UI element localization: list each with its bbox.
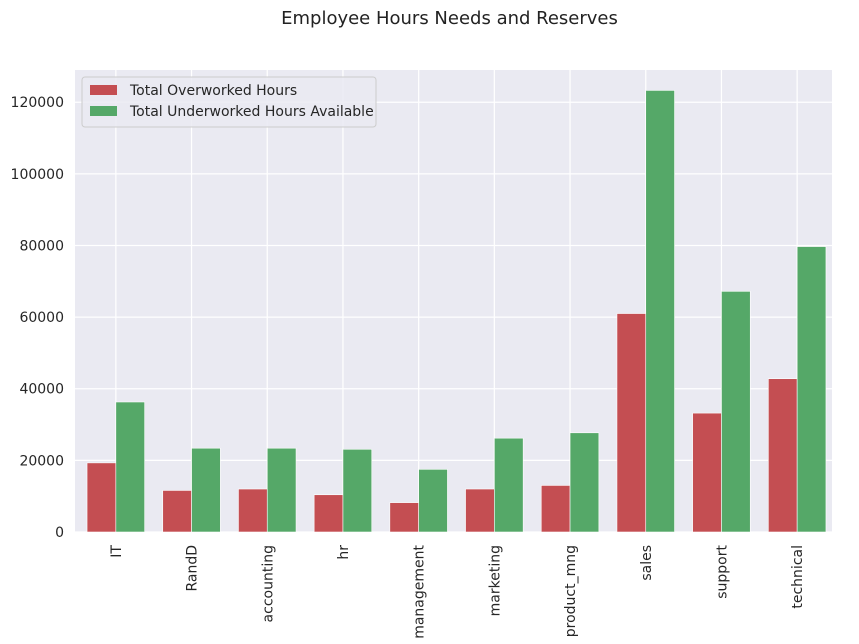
bar-underworked-sales (645, 90, 675, 533)
bar-overworked-IT (86, 462, 117, 533)
y-axis-ticks: 0 20000 40000 60000 80000 100000 120000 (11, 95, 64, 541)
bar-overworked-management (389, 502, 419, 533)
x-axis-ticks: IT RandD accounting hr management marketing pr… (109, 545, 806, 639)
y-tick-label: 80000 (19, 238, 64, 254)
bar-underworked-management (418, 469, 448, 533)
legend: Total Overworked Hours Total Underworked… (81, 76, 377, 128)
bar-overworked-support (692, 412, 722, 533)
bar-underworked-IT (115, 401, 145, 533)
chart-title: Employee Hours Needs and Reserves (281, 8, 618, 29)
bar-overworked-product_mng (540, 485, 571, 533)
y-tick-label: 20000 (19, 453, 64, 469)
x-tick-label: sales (639, 545, 655, 581)
x-tick-label: management (412, 545, 428, 639)
x-tick-label: RandD (185, 545, 201, 592)
x-tick-label: support (714, 545, 730, 599)
y-tick-label: 100000 (11, 167, 64, 183)
x-tick-label: accounting (260, 545, 276, 622)
legend-label-overworked: Total Overworked Hours (129, 83, 297, 99)
bars (86, 90, 827, 533)
y-tick-label: 120000 (11, 95, 64, 111)
y-tick-label: 60000 (19, 310, 64, 326)
legend-box (81, 76, 377, 128)
legend-swatch-overworked (90, 85, 117, 95)
bar-overworked-RandD (162, 490, 192, 533)
bar-underworked-product_mng (569, 432, 600, 533)
x-tick-label: marketing (487, 545, 503, 616)
bar-underworked-support (721, 291, 751, 533)
legend-label-underworked: Total Underworked Hours Available (129, 104, 374, 120)
legend-swatch-underworked (90, 106, 117, 116)
y-tick-label: 40000 (19, 382, 64, 398)
x-tick-label: product_mng (563, 545, 579, 637)
x-tick-label: IT (109, 545, 125, 558)
bar-underworked-marketing (494, 437, 524, 533)
bar-overworked-technical (768, 378, 798, 533)
bar-overworked-hr (313, 494, 344, 533)
bar-underworked-accounting (266, 447, 297, 533)
bar-underworked-RandD (191, 447, 221, 533)
bar-underworked-hr (342, 448, 373, 533)
x-tick-label: technical (790, 545, 806, 609)
bar-overworked-sales (616, 313, 647, 533)
bar-underworked-technical (796, 246, 827, 533)
bar-overworked-marketing (465, 488, 495, 533)
x-tick-label: hr (336, 545, 352, 560)
bar-overworked-accounting (238, 488, 268, 533)
y-tick-label: 0 (55, 525, 64, 541)
